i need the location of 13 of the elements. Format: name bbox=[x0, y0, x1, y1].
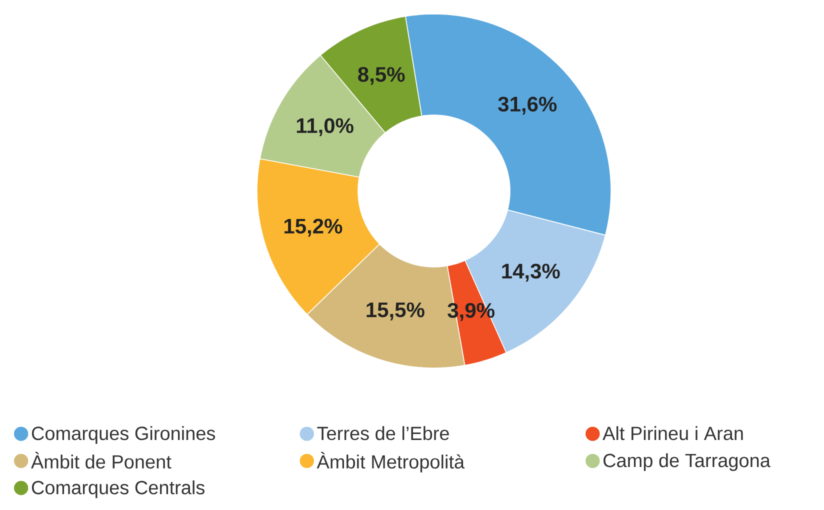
legend-label: Àmbit de Ponent bbox=[31, 452, 172, 469]
legend-label: Àmbit Metropolità bbox=[316, 452, 465, 472]
legend-label: Alt Pirineu i Aran bbox=[602, 426, 743, 440]
data-label: 31,6% bbox=[498, 96, 557, 115]
data-label: 11,0% bbox=[296, 118, 354, 136]
legend-label: Comarques Gironines bbox=[32, 426, 216, 444]
legend-label: Camp de Tarragona bbox=[604, 453, 770, 471]
data-label: 14,3% bbox=[502, 264, 560, 282]
legend-label: Terres de l’Ebre bbox=[317, 426, 449, 440]
data-label: 8,5% bbox=[358, 67, 405, 85]
legend-label: Comarques Centrals bbox=[32, 480, 204, 498]
data-label: 15,2% bbox=[284, 218, 342, 237]
data-label: 15,5% bbox=[366, 302, 424, 320]
